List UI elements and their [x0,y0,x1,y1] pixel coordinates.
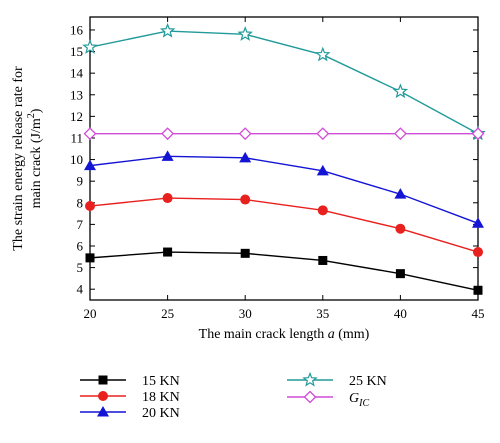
data-point [317,205,328,216]
legend-label: 25 KN [349,374,387,389]
data-point [316,127,330,141]
y-tick-label: 13 [70,87,83,102]
y-axis-label-line2: main crack (J/m2) [26,108,44,208]
x-tick-label: 45 [472,306,485,321]
legend-label: 20 KN [142,406,180,421]
y-tick-label: 7 [77,217,84,232]
x-axis-label: The main crack length a (mm) [199,327,370,342]
x-tick-label: 20 [84,306,97,321]
data-point [83,127,97,141]
data-point [473,247,483,258]
x-tick-label: 25 [161,306,174,321]
series-triangle [84,150,484,228]
y-tick-label: 9 [77,174,84,189]
legend-marker [98,391,108,401]
legend-label: 15 KN [142,374,180,389]
series-star [82,22,486,141]
legend-label: 18 KN [142,390,180,405]
plot-frame [89,16,479,301]
data-point [473,285,483,295]
data-point [161,127,175,141]
legend-marker [97,406,109,417]
series-diamond [83,127,485,141]
data-point [239,151,252,163]
legend-marker [303,390,317,404]
data-point [85,201,95,212]
y-axis-label-line1: The strain energy release rate for [11,66,26,251]
y-tick-label: 16 [70,22,84,37]
legend-item: GIC [287,390,369,409]
y-tick-label: 15 [70,44,83,59]
data-point [393,127,407,141]
data-point [240,194,251,205]
data-point [159,22,176,38]
series-line [89,251,479,291]
data-point [238,127,252,141]
data-point [471,127,485,141]
y-tick-label: 4 [77,282,84,297]
legend-item: 15 KN [80,374,180,389]
series-line [89,30,479,135]
data-point [392,83,409,99]
series-square [85,247,483,295]
y-tick-label: 14 [70,66,84,81]
data-point [472,217,484,228]
x-tick-label: 30 [239,306,252,321]
data-point [394,188,407,199]
series-circle [85,193,483,258]
data-point [163,247,173,257]
data-point [240,248,250,258]
y-tick-label: 8 [77,195,84,210]
y-tick-label: 12 [70,109,83,124]
y-tick-label: 10 [70,152,83,167]
data-point [315,46,331,62]
data-point [161,150,174,161]
legend-marker [98,375,108,385]
data-point [395,269,405,279]
data-point [318,255,328,265]
data-point [316,164,329,176]
legend-marker [302,371,318,387]
y-tick-label: 6 [77,238,84,253]
legend-label: GIC [349,391,369,409]
x-tick-label: 35 [316,306,329,321]
series-line [89,155,479,224]
data-point [162,193,173,204]
data-point [237,26,253,41]
data-point [84,159,96,171]
data-point [85,253,95,263]
y-tick-label: 5 [77,260,84,275]
data-point [395,223,406,234]
y-axis-label: The strain energy release rate for main c… [11,66,44,251]
legend-item: 20 KN [80,406,180,421]
series-line [89,197,479,253]
legend-item: 18 KN [80,390,180,405]
y-tick-label: 11 [70,130,83,145]
legend-item: 25 KN [287,371,387,389]
data-point [82,39,98,54]
x-tick-label: 40 [394,306,407,321]
